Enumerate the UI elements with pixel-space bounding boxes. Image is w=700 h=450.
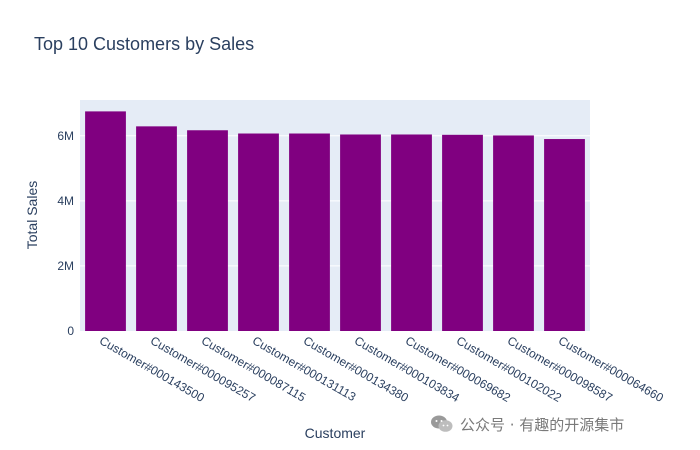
y-tick-label: 2M [57,259,74,273]
y-tick-label: 6M [57,129,74,143]
bar[interactable] [238,133,279,331]
chart-title: Top 10 Customers by Sales [34,34,254,54]
y-tick-label: 4M [57,194,74,208]
bar[interactable] [289,133,330,331]
bar[interactable] [85,111,126,331]
x-axis-ticks: Customer#000143500Customer#000095257Cust… [97,333,666,405]
bar[interactable] [544,139,585,331]
bar[interactable] [391,134,432,331]
bar[interactable] [493,135,534,331]
watermark: 公众号 · 有趣的开源集市 [430,412,624,436]
bars [85,111,585,332]
watermark-text: 公众号 · 有趣的开源集市 [460,415,625,434]
bar[interactable] [340,134,381,331]
bar[interactable] [442,134,483,331]
bar[interactable] [187,130,228,331]
bar[interactable] [136,126,177,332]
wechat-icon [431,415,453,432]
x-axis-title: Customer [305,425,366,441]
y-tick-label: 0 [67,324,74,338]
y-axis-ticks: 0 2M 4M 6M [57,129,74,338]
y-axis-title: Total Sales [24,181,40,249]
